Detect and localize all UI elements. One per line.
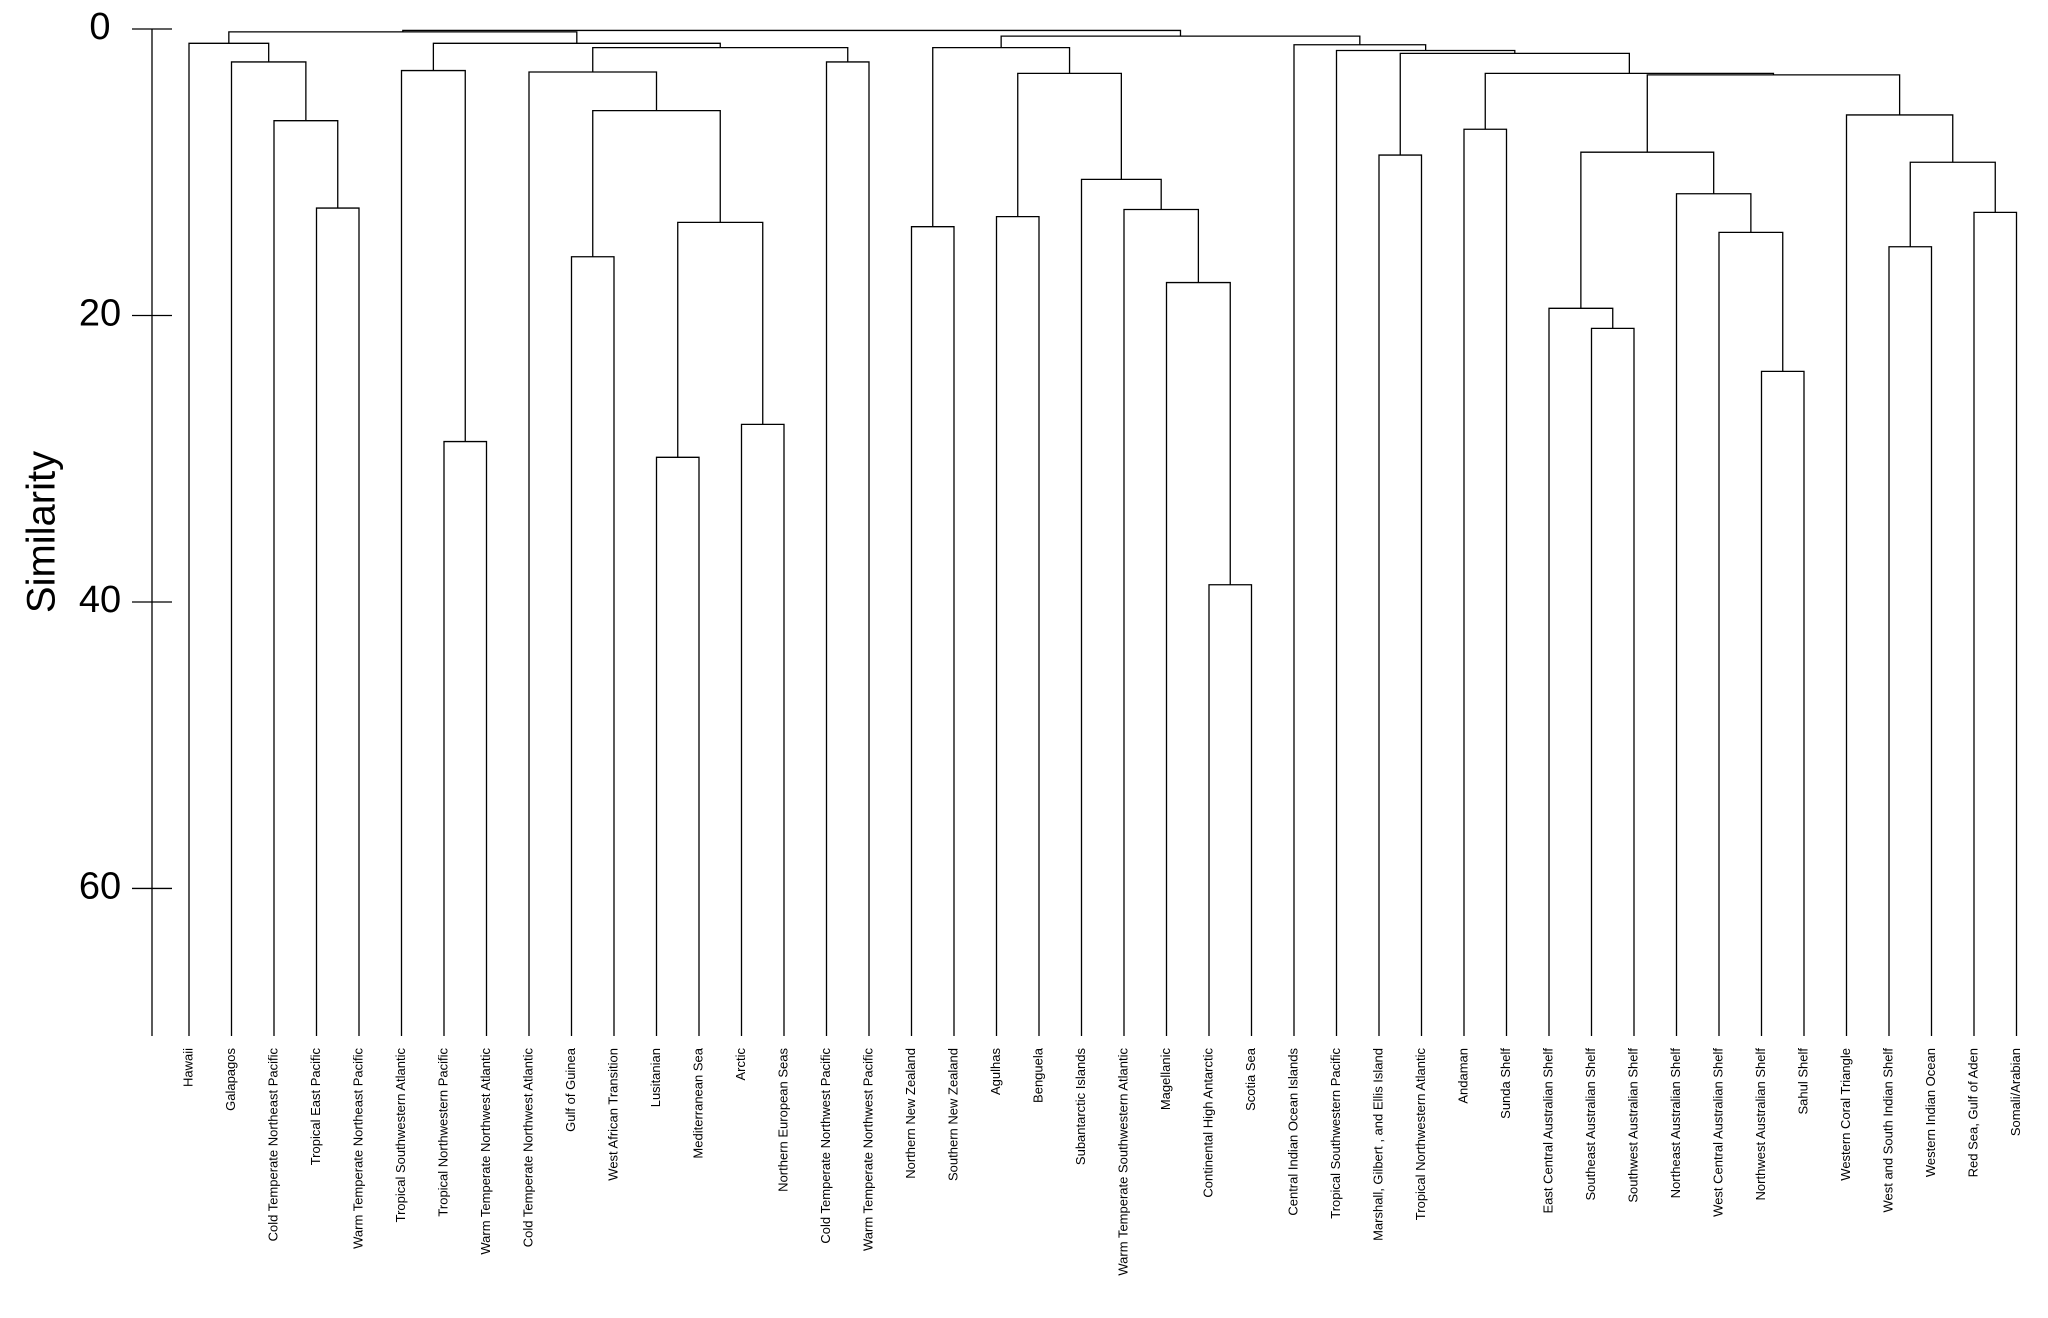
dendrogram-link xyxy=(528,71,658,1036)
leaf-label: Gulf of Guinea xyxy=(563,1047,578,1132)
leaf-label: Tropical Northwestern Pacific xyxy=(435,1048,450,1217)
dendrogram-link xyxy=(1335,49,1516,1036)
dendrogram-link xyxy=(1399,52,1630,156)
dendrogram-link xyxy=(273,120,339,1036)
leaf-label: Northern New Zealand xyxy=(903,1048,918,1179)
leaf-label: Galapagos xyxy=(223,1048,238,1111)
leaf-label: Somali/Arabian xyxy=(2008,1048,2023,1136)
dendrogram-link xyxy=(995,215,1040,1036)
leaf-label: West and South Indian Shelf xyxy=(1880,1048,1895,1213)
y-axis-label: Similarity xyxy=(20,451,64,613)
dendrogram-link xyxy=(1165,281,1231,1036)
dendrogram-link xyxy=(592,109,721,257)
leaf-label: Tropical East Pacific xyxy=(308,1048,323,1166)
leaf-label: Agulhas xyxy=(988,1048,1003,1095)
leaf-label: Warm Temperate Northeast Pacific xyxy=(350,1048,365,1249)
leaf-label: Central Indian Ocean Islands xyxy=(1285,1048,1300,1216)
leaf-label: Cold Temperate Northwest Pacific xyxy=(818,1048,833,1244)
leaf-label: Magellanic xyxy=(1158,1048,1173,1111)
leaf-label: Hawaii xyxy=(180,1048,195,1087)
leaf-label: Warm Temperate Northwest Atlantic xyxy=(478,1048,493,1255)
leaf-label: Northeast Australian Shelf xyxy=(1668,1048,1683,1199)
dendrogram-link xyxy=(910,226,955,1036)
leaf-label: Andaman xyxy=(1455,1048,1470,1104)
leaf-label: Cold Temperate Northwest Atlantic xyxy=(520,1048,535,1248)
leaf-label: Western Coral Triangle xyxy=(1838,1048,1853,1181)
dendrogram-link xyxy=(1293,44,1427,1036)
leaf-label: Marshall, Gilbert , and Ellis Island xyxy=(1370,1048,1385,1241)
leaf-label: Sunda Shelf xyxy=(1498,1048,1513,1119)
leaf-label: Southwest Australian Shelf xyxy=(1625,1048,1640,1203)
leaf-label: Western Indian Ocean xyxy=(1923,1048,1938,1177)
leaf-label: Arctic xyxy=(733,1048,748,1081)
dendrogram-link xyxy=(402,29,1182,37)
leaf-label: Northwest Australian Shelf xyxy=(1753,1048,1768,1201)
leaf-label: Tropical Southwestern Pacific xyxy=(1328,1048,1343,1219)
y-tick-label: 40 xyxy=(79,579,121,621)
dendrogram-link xyxy=(228,31,578,44)
leaf-label: Mediterranean Sea xyxy=(690,1047,705,1158)
dendrogram-link xyxy=(1888,246,1933,1036)
dendrogram-link xyxy=(1000,35,1361,48)
leaf-label: Benguela xyxy=(1030,1047,1045,1103)
leaf-label: Subantarctic Islands xyxy=(1073,1048,1088,1166)
dendrogram-link xyxy=(570,256,615,1036)
dendrogram-link xyxy=(1208,584,1253,1036)
leaf-label: Southern New Zealand xyxy=(945,1048,960,1181)
y-tick-label: 20 xyxy=(79,293,121,335)
dendrogram-link xyxy=(1675,193,1752,1036)
leaf-label: West African Transition xyxy=(605,1048,620,1181)
leaf-label: Southeast Australian Shelf xyxy=(1583,1048,1598,1201)
leaf-label: Warm Temperate Southwestern Atlantic xyxy=(1115,1048,1130,1276)
y-tick-label: 60 xyxy=(79,865,121,907)
leaf-label: Warm Temperate Northwest Pacific xyxy=(860,1048,875,1252)
dendrogram-link xyxy=(1845,114,1954,1036)
dendrogram-link xyxy=(443,440,488,1036)
leaf-label: Scotia Sea xyxy=(1243,1047,1258,1111)
leaf-label: Cold Temperate Northeast Pacific xyxy=(265,1048,280,1242)
leaf-label: Red Sea, Gulf of Aden xyxy=(1965,1048,1980,1177)
leaf-label: Northern European Seas xyxy=(775,1048,790,1192)
leaf-label: West Central Australian Shelf xyxy=(1710,1048,1725,1217)
leaf-label: Lusitanian xyxy=(648,1048,663,1107)
y-tick-label: 0 xyxy=(89,6,110,48)
leaf-label: East Central Australian Shelf xyxy=(1540,1048,1555,1214)
leaf-label: Tropical Southwestern Atlantic xyxy=(393,1048,408,1223)
leaf-label: Continental High Antarctic xyxy=(1200,1048,1215,1198)
leaf-label: Tropical Northwestern Atlantic xyxy=(1413,1048,1428,1221)
leaf-label: Sahul Shelf xyxy=(1795,1048,1810,1115)
